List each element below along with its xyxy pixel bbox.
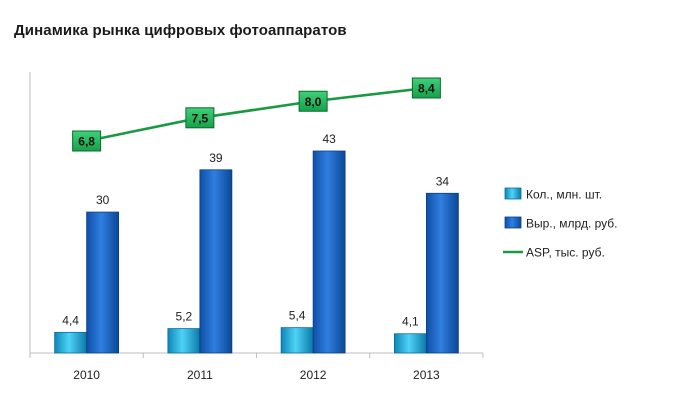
data-label-quantity: 5,2 bbox=[176, 310, 193, 324]
asp-marker bbox=[185, 107, 215, 129]
legend-label: Выр., млрд. руб. bbox=[526, 217, 618, 231]
asp-data-label: 8,4 bbox=[418, 82, 435, 96]
data-label-revenue: 43 bbox=[322, 132, 336, 146]
bar-revenue bbox=[425, 192, 459, 354]
x-tick-label: 2013 bbox=[413, 368, 440, 382]
legend-swatch-quantity bbox=[504, 187, 522, 200]
x-tick-label: 2010 bbox=[73, 368, 100, 382]
legend: Кол., млн. шт. Выр., млрд. руб. ASP, тыс. … bbox=[503, 188, 618, 260]
asp-data-label: 6,8 bbox=[78, 135, 95, 149]
legend-label: Кол., млн. шт. bbox=[526, 188, 602, 202]
bar-quantity bbox=[54, 331, 88, 354]
bar-quantity bbox=[280, 327, 314, 354]
bar-quantity bbox=[393, 333, 427, 354]
bar-revenue bbox=[312, 150, 346, 354]
legend-label: ASP, тыс. руб. bbox=[526, 246, 605, 260]
asp-line bbox=[86, 86, 427, 143]
bar-revenue bbox=[199, 169, 233, 354]
asp-data-label: 8,0 bbox=[305, 95, 322, 109]
asp-marker bbox=[298, 90, 328, 112]
data-label-revenue: 30 bbox=[96, 193, 110, 207]
legend-swatch-revenue bbox=[504, 216, 522, 229]
asp-line-group: 6,8 7,5 8,0 8,4 bbox=[72, 77, 441, 152]
bars: 4,4 5,2 5,4 4,1 30 39 43 34 bbox=[54, 132, 459, 354]
x-tick-label: 2012 bbox=[300, 368, 327, 382]
asp-marker bbox=[411, 77, 441, 99]
bar-revenue bbox=[86, 211, 120, 354]
chart-title: Динамика рынка цифровых фотоаппаратов bbox=[14, 22, 347, 39]
asp-data-label: 7,5 bbox=[192, 111, 209, 125]
x-tick-label: 2011 bbox=[187, 368, 213, 382]
axes: 2010 2011 2012 2013 bbox=[29, 72, 484, 382]
asp-marker bbox=[72, 130, 102, 152]
bar-quantity bbox=[167, 328, 201, 354]
data-label-quantity: 5,4 bbox=[289, 309, 306, 323]
data-label-revenue: 39 bbox=[209, 151, 223, 165]
data-label-quantity: 4,1 bbox=[402, 315, 419, 329]
data-label-revenue: 34 bbox=[436, 174, 450, 188]
data-label-quantity: 4,4 bbox=[62, 313, 79, 327]
